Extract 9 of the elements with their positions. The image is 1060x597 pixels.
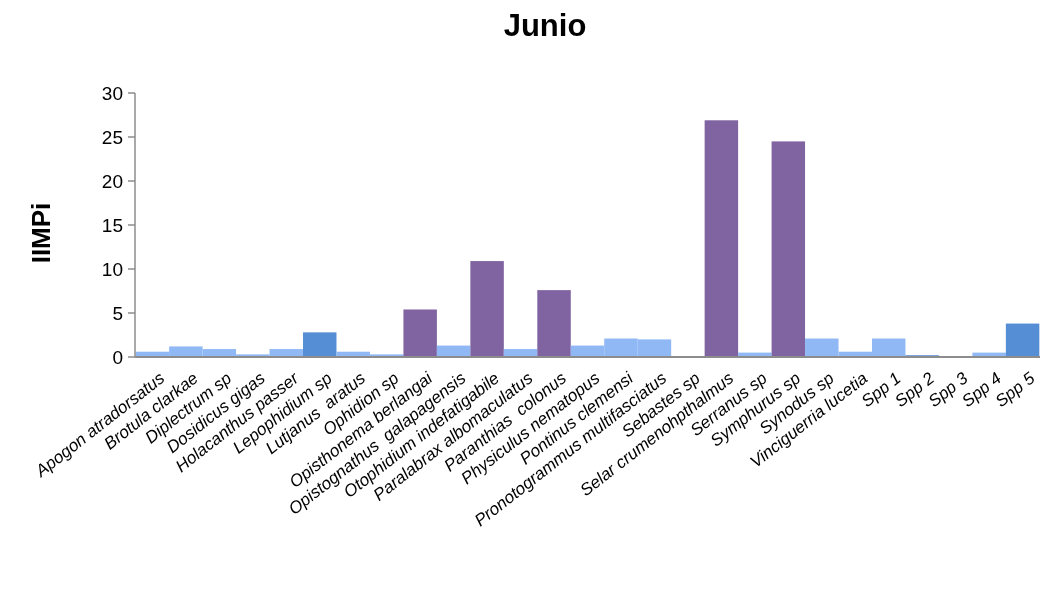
y-tick-label: 15 [101,214,123,236]
y-tick-label: 20 [101,170,123,192]
chart-title: Junio [503,8,587,43]
y-tick-label: 5 [112,302,123,324]
y-tick-label: 25 [101,126,123,148]
y-tick-label: 10 [101,258,123,280]
y-tick-label: 30 [101,82,123,104]
y-tick-label: 0 [112,346,123,368]
y-axis-title: IIMPi [26,202,56,264]
